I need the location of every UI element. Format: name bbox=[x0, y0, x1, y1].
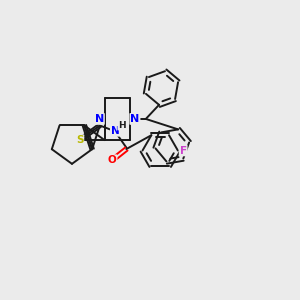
Text: N: N bbox=[111, 126, 119, 136]
Text: S: S bbox=[76, 135, 83, 145]
Text: H: H bbox=[118, 121, 125, 130]
Text: O: O bbox=[108, 155, 117, 165]
Text: F: F bbox=[180, 146, 187, 155]
Text: N: N bbox=[130, 114, 140, 124]
Text: N: N bbox=[95, 114, 104, 124]
